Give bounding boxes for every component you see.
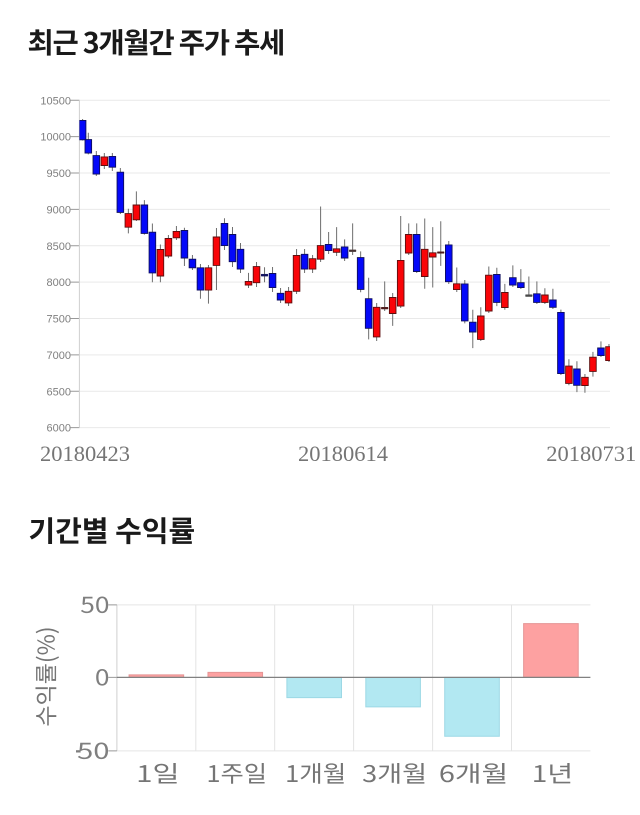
svg-text:8500: 8500 xyxy=(47,241,71,253)
svg-text:6000: 6000 xyxy=(47,423,71,435)
svg-text:20180731: 20180731 xyxy=(546,441,636,466)
svg-text:7500: 7500 xyxy=(47,314,71,326)
svg-text:9500: 9500 xyxy=(47,168,71,180)
svg-text:7000: 7000 xyxy=(47,350,71,362)
svg-text:10500: 10500 xyxy=(40,95,71,107)
svg-text:20180423: 20180423 xyxy=(40,441,130,466)
svg-text:10000: 10000 xyxy=(40,132,71,144)
svg-text:6500: 6500 xyxy=(47,386,71,398)
svg-text:8000: 8000 xyxy=(47,277,71,289)
svg-text:9000: 9000 xyxy=(47,204,71,216)
svg-text:20180614: 20180614 xyxy=(298,441,388,466)
